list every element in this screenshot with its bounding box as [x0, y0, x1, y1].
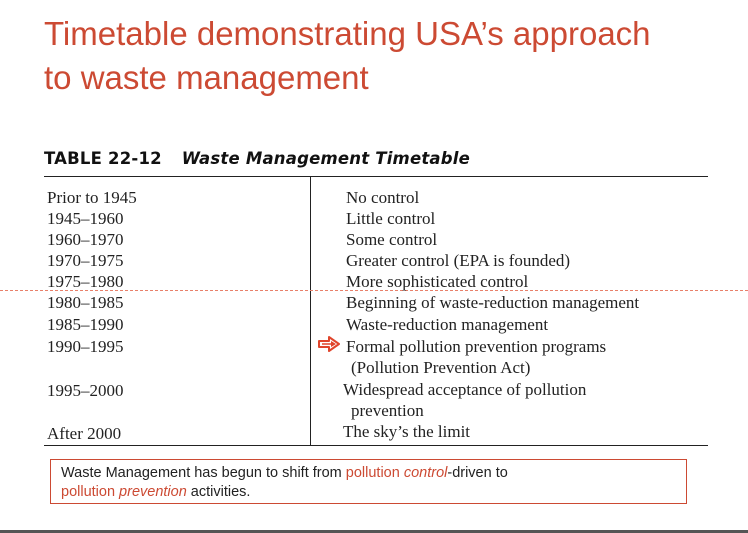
period-cell: Prior to 1945	[47, 188, 137, 207]
note-highlight-pollution-1: pollution	[345, 465, 404, 481]
period-cell: 1960–1970	[47, 230, 124, 249]
period-cell: 1975–1980	[47, 272, 124, 291]
status-cell: Little control	[346, 209, 436, 228]
table-number: TABLE 22-12	[44, 149, 162, 168]
table-top-rule	[44, 176, 708, 177]
period-cell: 1980–1985	[47, 293, 124, 312]
slide-bottom-border	[0, 530, 748, 533]
note-text-2: -driven to	[447, 465, 508, 481]
dashed-divider	[0, 290, 748, 291]
note-highlight-prevention: prevention	[119, 484, 187, 500]
note-text-1: Waste Management has begun to shift from	[61, 465, 346, 481]
table-heading: TABLE 22-12 Waste Management Timetable	[44, 149, 470, 168]
note-highlight-control: control	[403, 465, 448, 481]
status-cell-continued: (Pollution Prevention Act)	[351, 358, 531, 377]
status-cell: Widespread acceptance of pollution	[343, 380, 587, 399]
status-cell: More sophisticated control	[346, 272, 529, 291]
right-arrow-icon	[318, 336, 340, 352]
table-bottom-rule	[44, 445, 708, 446]
period-cell: 1995–2000	[47, 381, 124, 400]
note-text-3: activities.	[186, 484, 251, 500]
status-cell: Some control	[346, 230, 438, 249]
status-cell: The sky’s the limit	[343, 422, 471, 441]
status-cell: No control	[346, 188, 420, 207]
status-cell: Beginning of waste-reduction management	[346, 293, 640, 312]
table-title: Waste Management Timetable	[181, 149, 471, 168]
period-cell: 1990–1995	[47, 337, 124, 356]
slide-title-line-2: to waste management	[44, 59, 369, 96]
status-cell-continued: prevention	[351, 401, 424, 420]
status-cell: Formal pollution prevention programs	[346, 337, 607, 356]
table-column-divider	[310, 177, 311, 445]
period-cell: After 2000	[47, 424, 122, 443]
period-cell: 1945–1960	[47, 209, 124, 228]
slide-title: Timetable demonstrating USA’s approach t…	[44, 12, 724, 100]
status-cell: Greater control (EPA is founded)	[346, 251, 571, 270]
period-cell: 1970–1975	[47, 251, 124, 270]
slide-title-line-1: Timetable demonstrating USA’s approach	[44, 15, 651, 52]
status-cell: Waste-reduction management	[346, 315, 549, 334]
period-cell: 1985–1990	[47, 315, 124, 334]
summary-note: Waste Management has begun to shift from…	[50, 459, 687, 504]
note-highlight-pollution-2: pollution	[61, 484, 120, 500]
